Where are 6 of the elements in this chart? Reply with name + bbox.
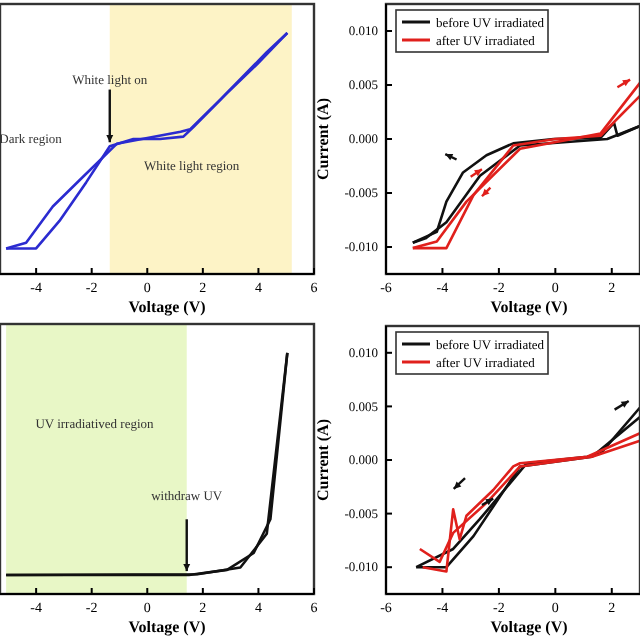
x-axis-title: Voltage (V) <box>490 618 569 636</box>
x-axis-title: Voltage (V) <box>490 298 569 316</box>
y-axis-title: Current (A) <box>314 418 332 501</box>
x-axis-title: Voltage (V) <box>128 298 207 316</box>
y-axis-title: Current (A) <box>314 97 332 180</box>
x-axis-title: Voltage (V) <box>128 618 207 636</box>
